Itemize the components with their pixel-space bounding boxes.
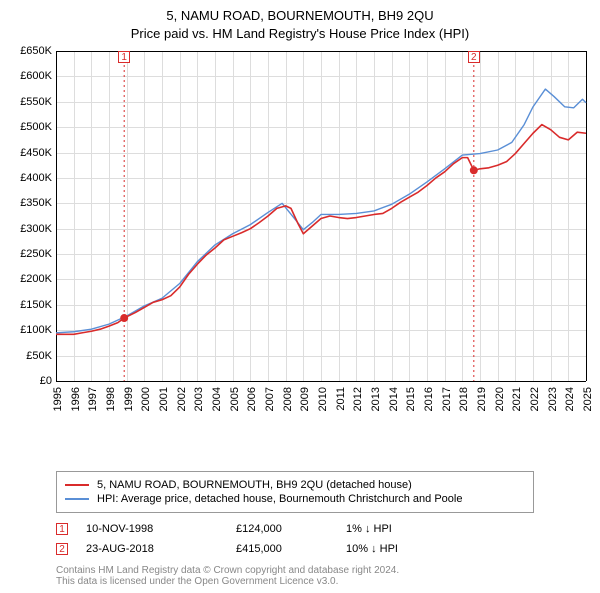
sale-row: 1 10-NOV-1998£124,0001% ↓ HPI [56, 519, 590, 539]
x-tick-label: 2012 [352, 387, 364, 411]
x-tick-label: 2008 [282, 387, 294, 411]
legend: 5, NAMU ROAD, BOURNEMOUTH, BH9 2QU (deta… [56, 471, 534, 513]
x-tick-label: 2005 [229, 387, 241, 411]
chart-container: 5, NAMU ROAD, BOURNEMOUTH, BH9 2QU Price… [0, 0, 600, 593]
x-tick-label: 2019 [476, 387, 488, 411]
x-tick-label: 2015 [405, 387, 417, 411]
x-tick-label: 2002 [176, 387, 188, 411]
footer: Contains HM Land Registry data © Crown c… [56, 565, 590, 587]
sale-point [470, 166, 478, 174]
plot-svg [10, 47, 590, 385]
legend-item: HPI: Average price, detached house, Bour… [65, 493, 525, 505]
x-tick-label: 2017 [441, 387, 453, 411]
sale-date: 23-AUG-2018 [86, 543, 236, 555]
legend-label: 5, NAMU ROAD, BOURNEMOUTH, BH9 2QU (deta… [97, 479, 412, 491]
x-tick-label: 2001 [158, 387, 170, 411]
footer-line-2: This data is licensed under the Open Gov… [56, 576, 590, 587]
legend-swatch [65, 498, 89, 500]
x-tick-label: 2011 [335, 387, 347, 411]
sale-point [120, 314, 128, 322]
legend-item: 5, NAMU ROAD, BOURNEMOUTH, BH9 2QU (deta… [65, 479, 525, 491]
sale-price: £415,000 [236, 543, 346, 555]
x-tick-label: 2022 [529, 387, 541, 411]
x-tick-label: 2021 [511, 387, 523, 411]
x-tick-label: 2006 [246, 387, 258, 411]
series-line [56, 89, 586, 333]
x-tick-label: 2004 [211, 387, 223, 411]
x-tick-label: 2020 [494, 387, 506, 411]
sale-marker-box: 1 [56, 523, 68, 535]
x-tick-label: 2010 [317, 387, 329, 411]
x-tick-label: 2025 [582, 387, 594, 411]
chart-subtitle: Price paid vs. HM Land Registry's House … [10, 26, 590, 41]
x-tick-label: 2003 [193, 387, 205, 411]
x-tick-label: 2013 [370, 387, 382, 411]
x-tick-label: 2009 [299, 387, 311, 411]
sale-price: £124,000 [236, 523, 346, 535]
sales-table: 1 10-NOV-1998£124,0001% ↓ HPI 2 23-AUG-2018… [10, 519, 590, 559]
sale-hpi: 10% ↓ HPI [346, 543, 398, 555]
x-tick-label: 2024 [564, 387, 576, 411]
x-tick-label: 2000 [140, 387, 152, 411]
legend-label: HPI: Average price, detached house, Bour… [97, 493, 462, 505]
sale-hpi: 1% ↓ HPI [346, 523, 392, 535]
chart-plot-area: £0£50K£100K£150K£200K£250K£300K£350K£400… [10, 47, 590, 427]
sale-date: 10-NOV-1998 [86, 523, 236, 535]
x-tick-label: 1998 [105, 387, 117, 411]
x-tick-label: 1995 [52, 387, 64, 411]
x-tick-label: 2018 [458, 387, 470, 411]
sale-marker-box: 2 [56, 543, 68, 555]
footer-line-1: Contains HM Land Registry data © Crown c… [56, 565, 590, 576]
series-line [56, 125, 586, 335]
x-tick-label: 2014 [388, 387, 400, 411]
x-tick-label: 1999 [123, 387, 135, 411]
sale-row: 2 23-AUG-2018£415,00010% ↓ HPI [56, 539, 590, 559]
x-tick-label: 1997 [87, 387, 99, 411]
chart-title: 5, NAMU ROAD, BOURNEMOUTH, BH9 2QU [10, 8, 590, 23]
sale-marker-box: 2 [468, 51, 480, 63]
legend-swatch [65, 484, 89, 486]
x-tick-label: 2016 [423, 387, 435, 411]
x-tick-label: 2023 [547, 387, 559, 411]
sale-marker-box: 1 [118, 51, 130, 63]
x-tick-label: 1996 [70, 387, 82, 411]
x-tick-label: 2007 [264, 387, 276, 411]
